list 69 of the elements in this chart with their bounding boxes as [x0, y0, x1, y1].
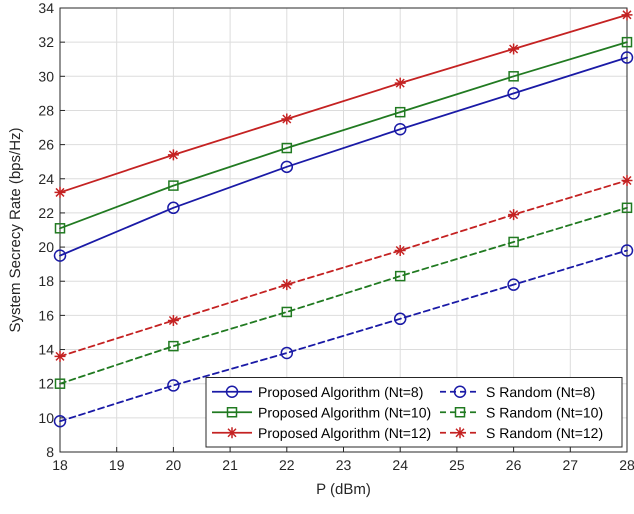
y-tick-label: 28	[38, 102, 54, 118]
point	[54, 350, 66, 363]
legend-label: S Random (Nt=8)	[486, 384, 596, 400]
point	[620, 174, 634, 187]
x-tick-label: 19	[108, 457, 125, 473]
point	[280, 160, 294, 174]
point	[54, 186, 66, 199]
y-tick-label: 24	[38, 170, 54, 187]
x-axis-title: P (dBm)	[316, 481, 371, 498]
x-tick-label: 25	[449, 457, 465, 473]
y-tick-label: 20	[38, 239, 54, 256]
y-tick-label: 30	[38, 68, 54, 84]
x-tick-label: 27	[562, 457, 578, 473]
point	[507, 278, 520, 291]
y-tick-label: 14	[38, 342, 54, 358]
y-tick-label: 34	[38, 0, 54, 16]
x-tick-label: 24	[392, 457, 408, 473]
point	[167, 202, 180, 214]
point	[508, 71, 519, 82]
y-tick-label: 22	[38, 204, 54, 221]
x-tick-label: 20	[166, 457, 182, 473]
legend-label: Proposed Algorithm (Nt=12)	[258, 424, 432, 441]
point	[507, 42, 520, 56]
point	[507, 208, 520, 221]
point	[394, 122, 406, 136]
point	[167, 379, 180, 392]
point	[54, 378, 66, 389]
x-tick-label: 22	[279, 457, 295, 473]
y-tick-label: 10	[38, 410, 54, 426]
x-tick-label: 28	[619, 457, 634, 473]
point	[394, 76, 406, 90]
point	[507, 87, 520, 100]
point	[280, 112, 294, 126]
point	[280, 346, 294, 360]
y-tick-label: 8	[46, 444, 54, 460]
x-tick-label: 18	[52, 457, 68, 473]
point	[282, 142, 292, 154]
point	[620, 244, 634, 257]
legend-label: Proposed Algorithm (Nt=8)	[258, 384, 424, 400]
x-tick-label: 26	[506, 457, 522, 473]
point	[620, 8, 634, 22]
point	[167, 314, 180, 327]
point	[282, 306, 292, 318]
y-tick-label: 32	[38, 34, 54, 50]
y-tick-label: 26	[38, 136, 54, 153]
y-tick-label: 16	[38, 307, 54, 324]
point	[280, 278, 294, 291]
y-tick-label: 18	[38, 273, 54, 290]
point	[168, 340, 179, 352]
legend-label: Proposed Algorithm (Nt=10)	[258, 404, 432, 420]
point	[622, 202, 632, 214]
point	[54, 223, 66, 234]
point	[394, 244, 406, 257]
point	[54, 249, 66, 262]
x-tick-label: 21	[222, 457, 238, 473]
point	[167, 148, 180, 162]
y-axis-title: System Secrecy Rate (bps/Hz)	[7, 127, 24, 333]
point	[394, 106, 406, 118]
legend-label: S Random (Nt=12)	[486, 424, 604, 441]
point	[508, 236, 519, 248]
y-tick-label: 12	[38, 376, 54, 392]
point	[394, 312, 406, 326]
point	[168, 180, 179, 191]
point	[394, 270, 406, 282]
point	[622, 36, 632, 48]
x-tick-label: 23	[336, 457, 352, 473]
point	[620, 51, 634, 64]
legend-label: S Random (Nt=10)	[486, 404, 604, 420]
point	[54, 415, 66, 428]
